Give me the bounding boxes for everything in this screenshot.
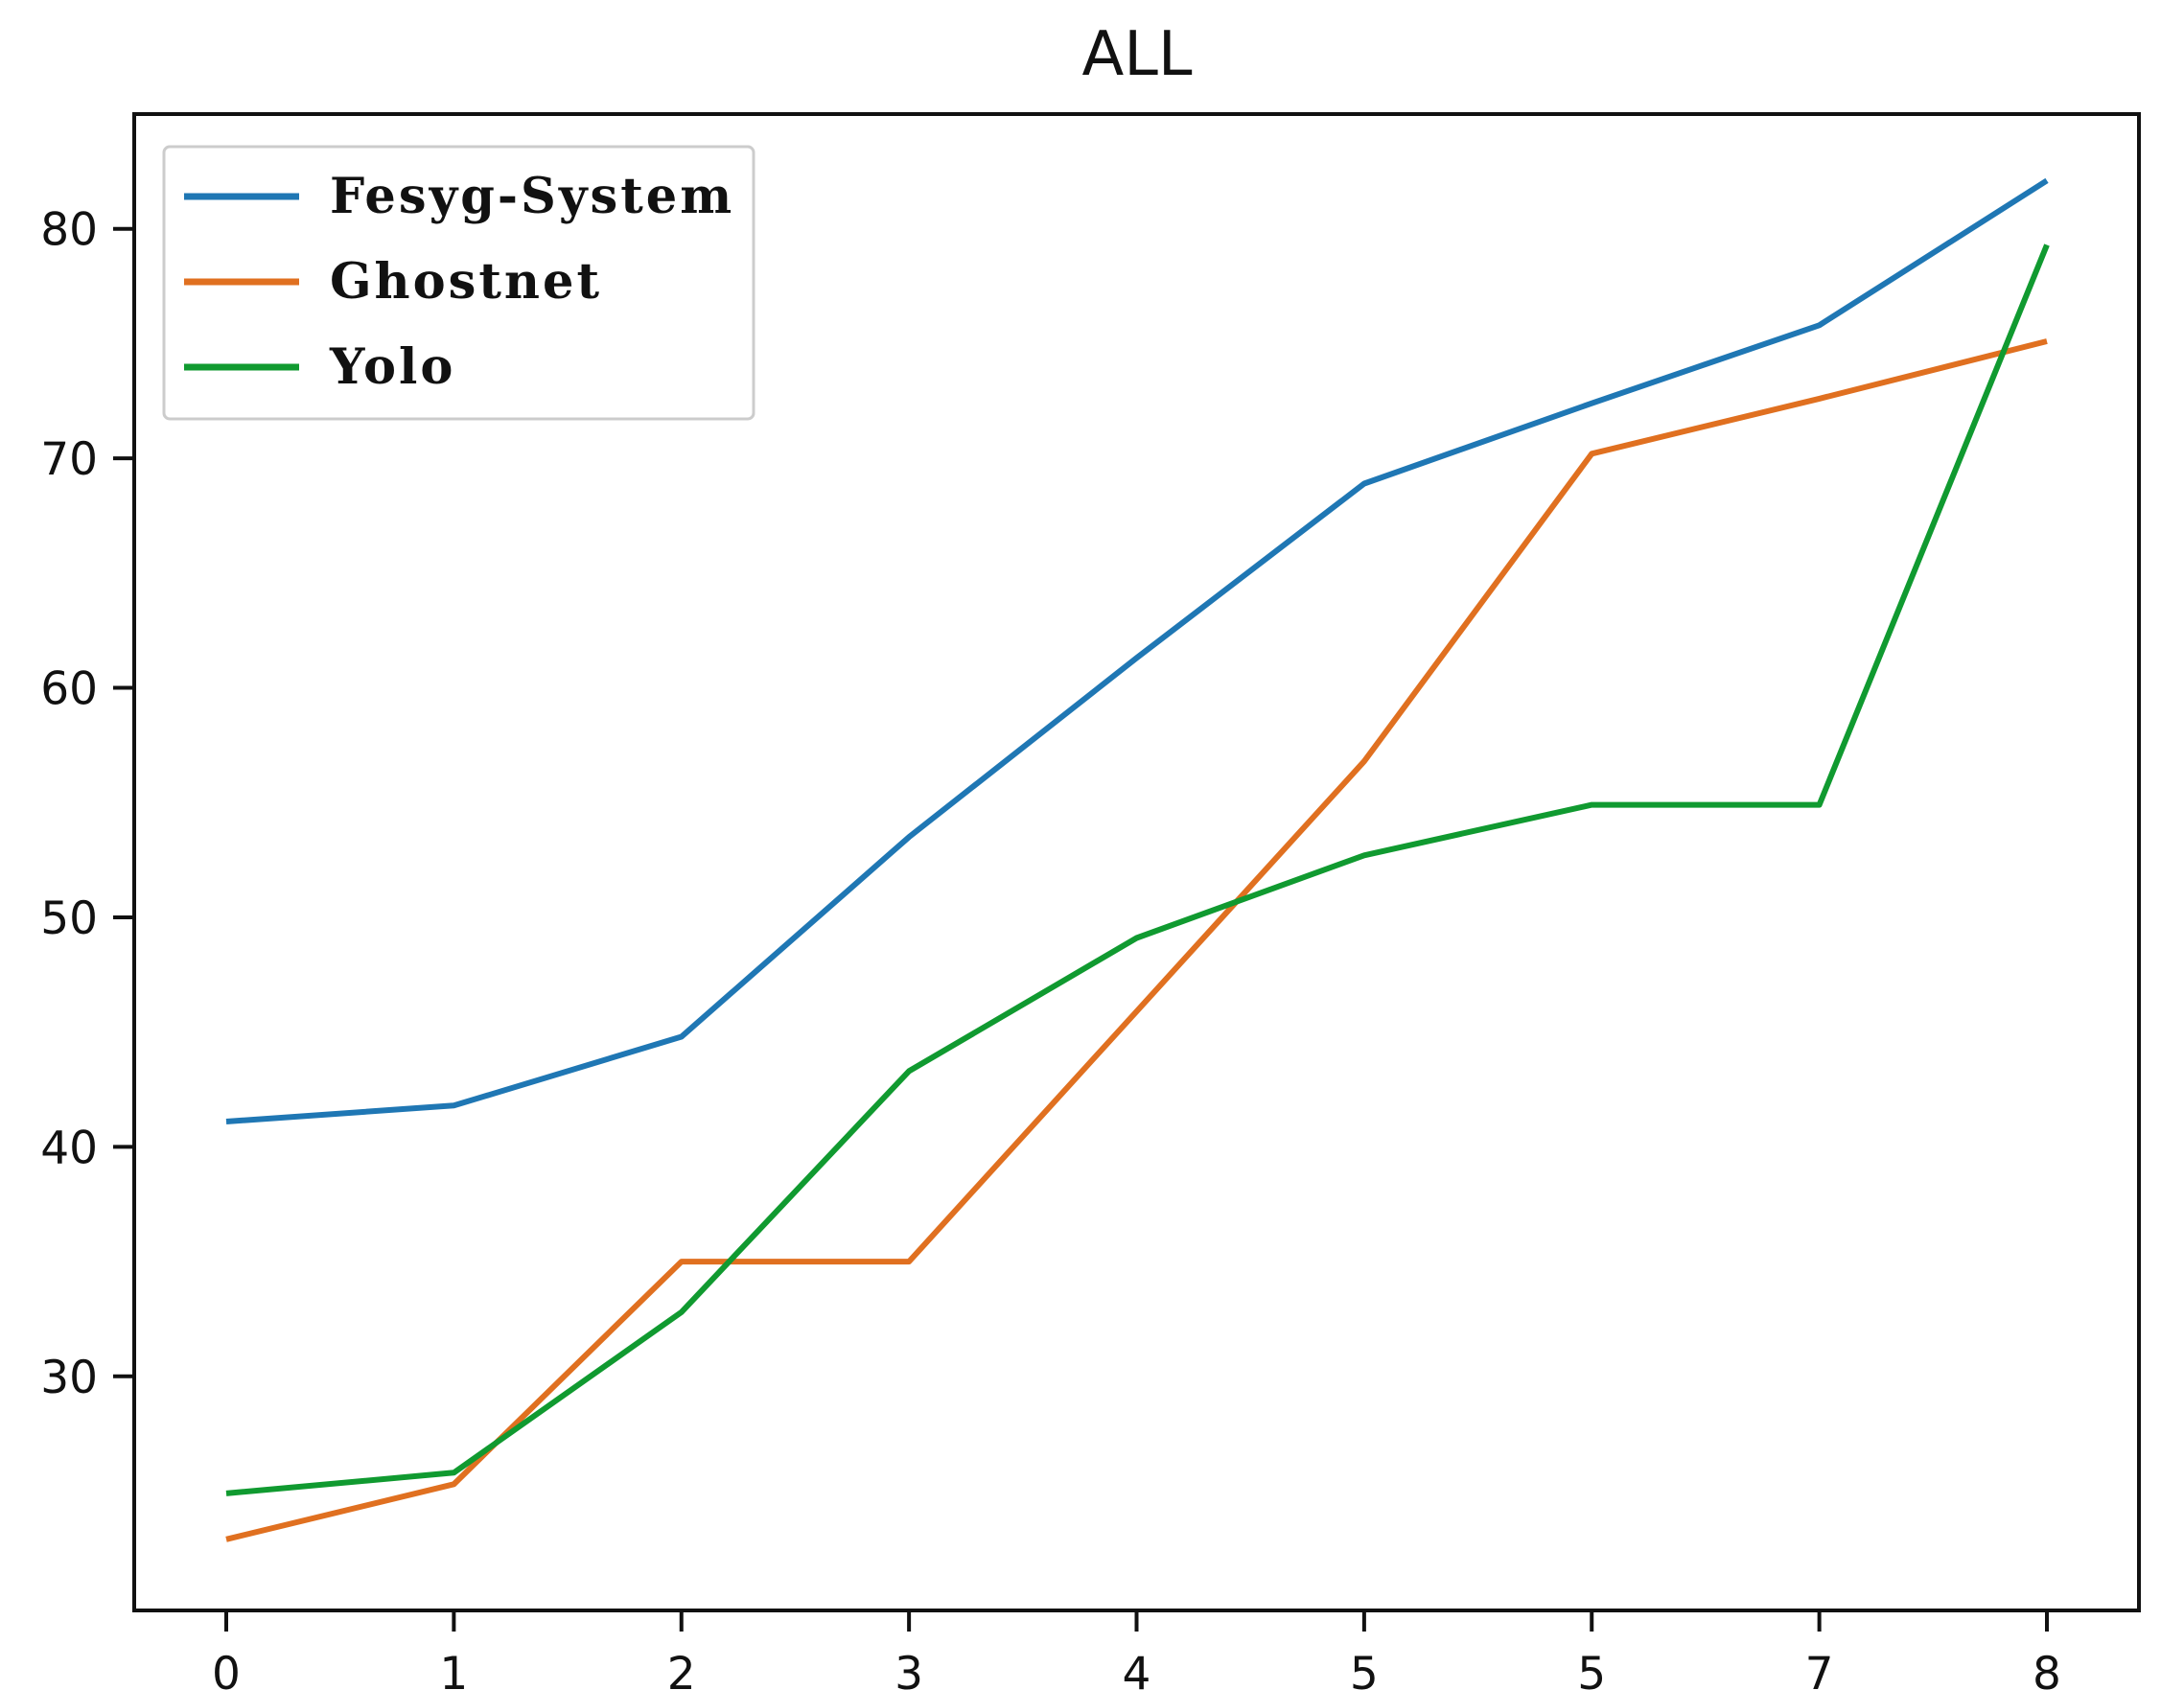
series-line-yolo [225,243,2050,1496]
x-tick-label: 1 [439,1648,468,1690]
y-tick-label: 60 [40,663,98,716]
legend: Fesyg-System Ghostnet Yolo [162,145,755,421]
y-tick-label: 40 [40,1122,98,1174]
y-tick-label: 30 [40,1352,98,1404]
series-line-ghostnet [225,338,2048,1542]
y-tick-label: 70 [40,433,98,486]
x-tick-label: 7 [1805,1648,1834,1690]
x-tick-label: 2 [667,1648,696,1690]
x-tick-label: 8 [2033,1648,2061,1690]
legend-label-ghostnet: Ghostnet [330,253,602,311]
y-tick-label: 50 [40,892,98,945]
series-line-fesyg-system [225,177,2049,1124]
x-axis: 0 1 2 3 4 5 5 7 8 [212,1610,2061,1690]
y-tick-label: 80 [40,204,98,257]
y-axis: 30 40 50 60 70 80 [40,204,134,1404]
series-lines [225,177,2050,1542]
x-tick-label: 5 [1350,1648,1379,1690]
x-tick-label: 3 [895,1648,923,1690]
legend-label-fesyg-system: Fesyg-System [330,168,734,225]
x-tick-label: 5 [1577,1648,1606,1690]
chart-title: ALL [1081,19,1192,90]
x-tick-label: 0 [212,1648,241,1690]
legend-label-yolo: Yolo [329,338,455,396]
legend-box [162,145,755,421]
x-tick-label: 4 [1123,1648,1151,1690]
